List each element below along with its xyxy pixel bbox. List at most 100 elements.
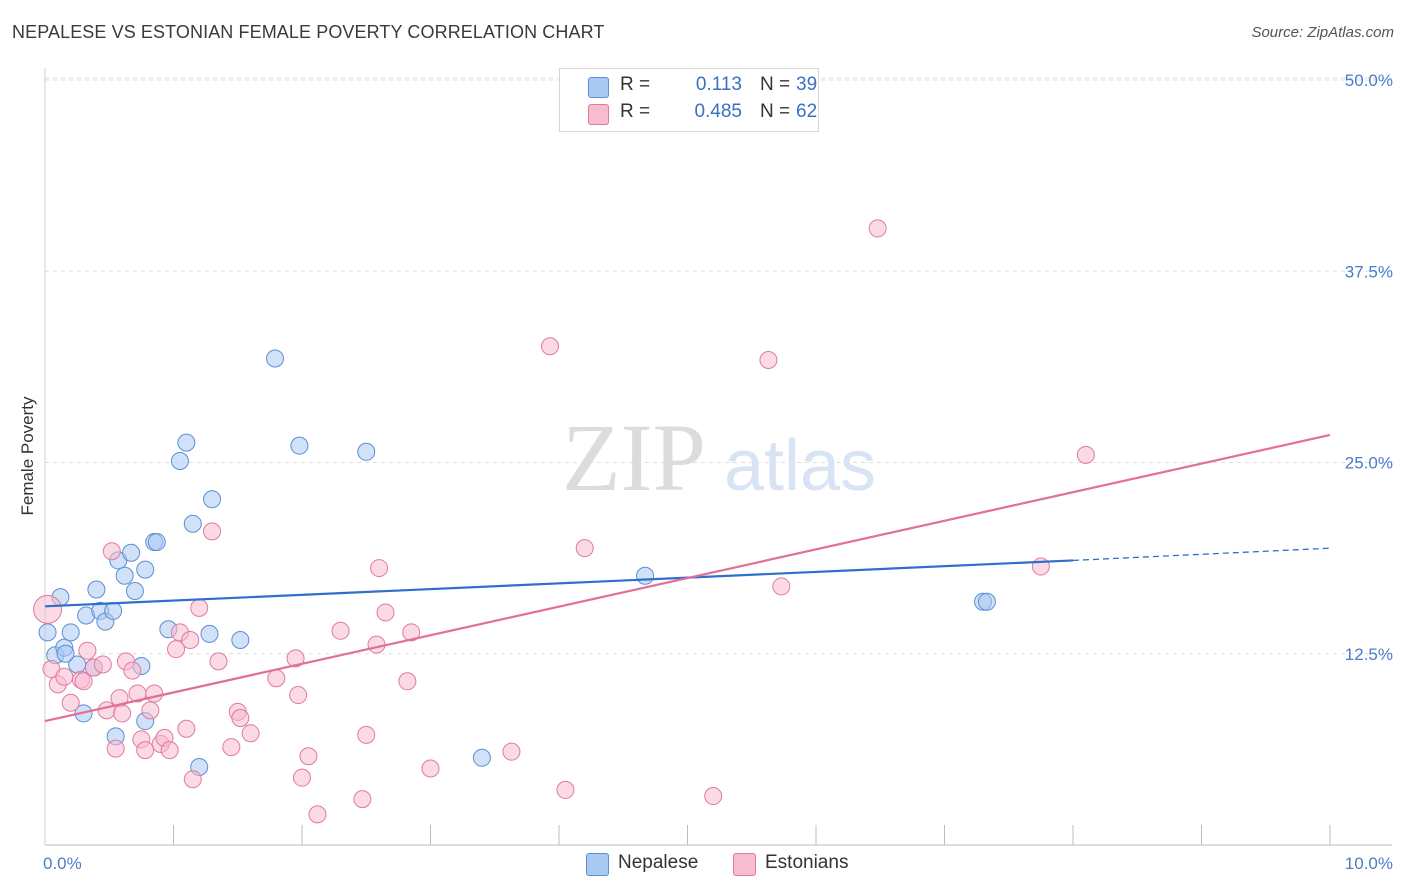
point-estonians — [502, 742, 521, 761]
bottom-swatch-estonians — [733, 853, 756, 876]
point-nepalese — [61, 623, 80, 642]
bottom-legend-label: Estonians — [765, 852, 849, 873]
point-nepalese — [104, 601, 123, 620]
point-estonians — [376, 603, 395, 622]
point-nepalese — [203, 490, 222, 509]
point-estonians — [141, 701, 160, 720]
point-nepalese — [636, 566, 655, 585]
point-estonians — [222, 738, 241, 757]
grid-lines — [45, 77, 1392, 655]
point-nepalese — [977, 592, 996, 611]
y-tick-label: 12.5% — [1345, 645, 1393, 664]
point-estonians — [136, 741, 155, 760]
point-estonians — [97, 701, 116, 720]
legend-n-value: 62 — [796, 101, 818, 122]
point-estonians — [704, 787, 723, 806]
point-estonians — [190, 598, 209, 617]
point-nepalese — [472, 748, 491, 767]
point-estonians — [74, 672, 93, 691]
point-nepalese — [115, 566, 134, 585]
point-nepalese — [87, 580, 106, 599]
point-nepalese — [231, 630, 250, 649]
y-tick-label: 25.0% — [1345, 454, 1393, 473]
point-estonians — [183, 770, 202, 789]
point-estonians — [398, 672, 417, 691]
point-nepalese — [290, 436, 309, 455]
legend-swatch-nepalese — [588, 77, 609, 98]
point-estonians — [289, 686, 308, 705]
point-estonians — [78, 641, 97, 660]
point-estonians — [123, 661, 142, 680]
point-estonians — [759, 350, 778, 369]
y-tick-label: 50.0% — [1345, 71, 1393, 90]
point-estonians — [370, 559, 389, 578]
point-nepalese — [56, 644, 75, 663]
data-points — [33, 219, 1095, 824]
point-estonians — [267, 669, 286, 688]
point-estonians — [231, 709, 250, 728]
x-tick-label: 10.0% — [1345, 854, 1393, 873]
legend-r-label: R = — [620, 74, 651, 95]
bottom-swatch-nepalese — [586, 853, 609, 876]
bottom-legend-label: Nepalese — [618, 852, 699, 873]
legend-swatch-estonians — [588, 104, 609, 125]
stats-legend: R = 0.113 N = 39 R = 0.485 N = 62 — [559, 68, 819, 132]
trend-line-nepalese-extension — [1072, 547, 1331, 562]
point-estonians — [293, 768, 311, 787]
tick-labels: 12.5% 25.0% 37.5% 50.0% 0.0% 10.0% — [43, 71, 1393, 873]
point-estonians — [402, 623, 421, 642]
point-estonians — [33, 594, 63, 624]
point-nepalese — [147, 533, 166, 552]
point-estonians — [113, 704, 132, 723]
point-nepalese — [170, 451, 189, 470]
point-estonians — [421, 759, 440, 778]
point-nepalese — [266, 349, 285, 368]
point-estonians — [367, 635, 386, 654]
point-estonians — [1076, 445, 1095, 464]
point-estonians — [181, 630, 200, 649]
point-estonians — [177, 719, 196, 738]
x-tick-label: 0.0% — [43, 854, 82, 873]
point-estonians — [575, 539, 594, 558]
point-estonians — [93, 655, 112, 674]
point-nepalese — [357, 442, 376, 461]
trend-line-nepalese — [44, 559, 1074, 608]
point-estonians — [203, 522, 222, 541]
point-estonians — [299, 747, 318, 766]
chart-title: NEPALESE VS ESTONIAN FEMALE POVERTY CORR… — [12, 22, 605, 42]
point-estonians — [556, 780, 575, 799]
watermark-atlas: atlas — [724, 426, 876, 506]
point-estonians — [61, 693, 80, 712]
point-estonians — [357, 725, 376, 744]
point-nepalese — [200, 624, 219, 643]
point-estonians — [868, 219, 887, 238]
point-estonians — [241, 724, 260, 743]
point-estonians — [160, 741, 179, 760]
point-estonians — [102, 542, 121, 561]
point-estonians — [331, 621, 350, 640]
source-credit: Source: ZipAtlas.com — [1251, 24, 1394, 41]
point-estonians — [55, 667, 74, 686]
watermark: ZIP atlas — [562, 404, 876, 511]
legend-r-label: R = — [620, 101, 651, 122]
point-estonians — [772, 577, 791, 596]
point-estonians — [541, 337, 560, 356]
point-estonians — [106, 739, 125, 758]
y-tick-label: 37.5% — [1345, 262, 1393, 281]
legend-n-label: N = — [760, 74, 791, 95]
point-estonians — [286, 649, 305, 668]
legend-r-value: 0.113 — [695, 74, 742, 95]
point-nepalese — [125, 582, 144, 601]
watermark-zip: ZIP — [562, 404, 706, 511]
point-nepalese — [136, 560, 155, 579]
point-estonians — [145, 684, 164, 703]
point-estonians — [308, 805, 327, 824]
trend-lines — [44, 433, 1331, 723]
point-estonians — [353, 790, 372, 809]
point-estonians — [209, 652, 228, 671]
trend-line-estonians — [44, 433, 1331, 723]
point-nepalese — [177, 433, 196, 452]
point-nepalese — [183, 514, 202, 533]
y-axis-label: Female Poverty — [18, 396, 37, 516]
